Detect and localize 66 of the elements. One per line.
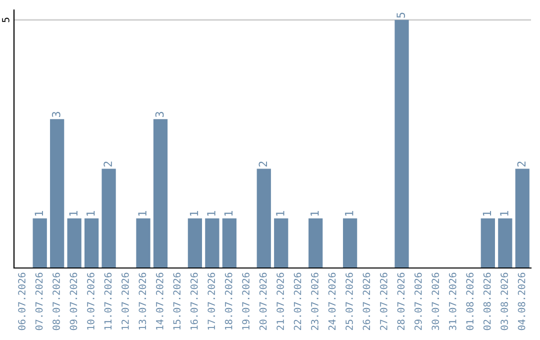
x-tick-label: 20.07.2026: [259, 272, 267, 330]
x-tick-label: 24.07.2026: [328, 272, 336, 330]
bar: [32, 218, 47, 268]
bar: [188, 218, 202, 268]
x-tick-label: 11.07.2026: [104, 272, 112, 330]
x-tick-label: 14.07.2026: [156, 272, 164, 330]
bar: [84, 218, 99, 268]
data-label: 1: [310, 211, 319, 216]
bar: [50, 119, 64, 268]
x-tick-label: 19.07.2026: [242, 272, 250, 330]
bar: [67, 218, 82, 268]
data-label: 1: [69, 211, 78, 216]
data-label: 2: [104, 162, 112, 167]
data-label: 2: [258, 162, 267, 167]
bar: [515, 168, 530, 268]
x-tick-label: 08.07.2026: [52, 272, 60, 330]
x-tick-label: 10.07.2026: [87, 272, 94, 330]
x-tick-label: 17.07.2026: [208, 272, 216, 330]
data-label: 1: [224, 211, 233, 216]
data-label: 3: [155, 112, 164, 118]
bar: [136, 218, 150, 268]
x-tick-label: 26.07.2026: [362, 272, 370, 330]
data-label: 1: [138, 211, 146, 216]
x-tick-label: 28.07.2026: [397, 272, 405, 330]
data-label: 1: [86, 211, 95, 216]
data-label: 3: [52, 112, 60, 118]
data-label: 1: [500, 211, 508, 216]
x-tick-label: 15.07.2026: [173, 272, 181, 330]
x-tick-label: 30.07.2026: [432, 272, 440, 330]
data-label: 2: [517, 162, 526, 167]
bar: [394, 20, 409, 268]
x-tick-label: 22.07.2026: [294, 272, 302, 330]
bar: [153, 119, 168, 268]
x-tick-label: 03.08.2026: [500, 272, 508, 330]
bar: [222, 218, 236, 268]
data-label: 1: [34, 211, 43, 216]
x-tick-label: 31.07.2026: [448, 272, 456, 330]
data-label: 1: [276, 211, 284, 216]
bar: [308, 218, 323, 268]
x-tick-label: 29.07.2026: [414, 272, 422, 330]
x-tick-label: 02.08.2026: [483, 272, 491, 330]
bar: [102, 168, 116, 268]
bar: [256, 168, 271, 268]
x-tick-label: 01.08.2026: [466, 272, 474, 330]
x-tick-label: 04.08.2026: [518, 272, 526, 330]
x-tick-label: 23.07.2026: [311, 272, 318, 330]
data-label: 1: [207, 211, 216, 216]
x-tick-label: 09.07.2026: [70, 272, 78, 330]
x-tick-label: 25.07.2026: [346, 272, 353, 330]
data-label: 5: [396, 12, 406, 18]
x-tick-label: 12.07.2026: [122, 272, 129, 330]
x-tick-label: 06.07.2026: [18, 272, 26, 330]
bar: [498, 218, 512, 268]
x-tick-label: 16.07.2026: [190, 272, 198, 330]
x-tick-label: 27.07.2026: [380, 272, 388, 330]
data-label: 1: [482, 211, 492, 216]
x-tick-label: 13.07.2026: [138, 272, 146, 330]
bar: [480, 218, 495, 268]
bar: [205, 218, 220, 268]
x-tick-label: 18.07.2026: [224, 272, 232, 330]
data-label: 1: [190, 211, 198, 216]
x-tick-label: 07.07.2026: [35, 272, 43, 330]
data-label: 1: [345, 211, 354, 216]
bar: [342, 218, 358, 268]
x-tick-label: 21.07.2026: [276, 272, 284, 330]
bar: [274, 218, 288, 268]
